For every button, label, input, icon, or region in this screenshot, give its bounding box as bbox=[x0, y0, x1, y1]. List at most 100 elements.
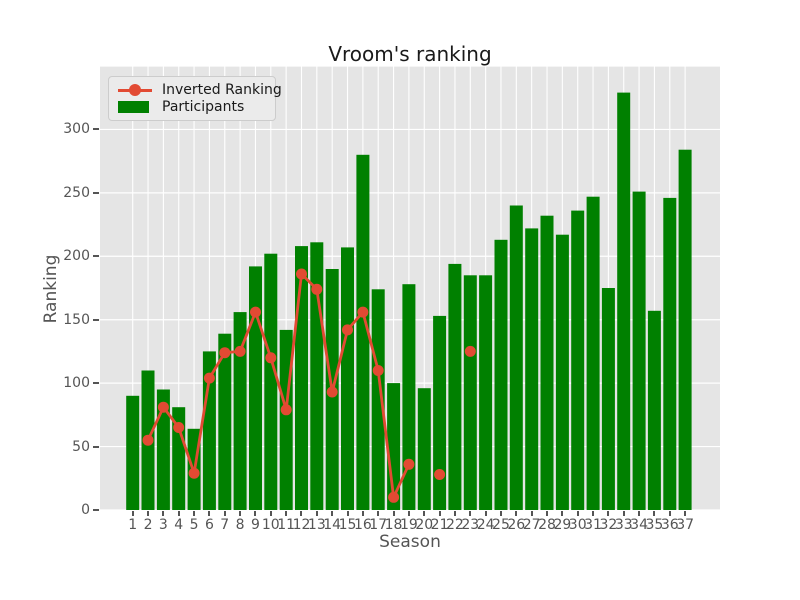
x-tick-3 bbox=[162, 511, 165, 516]
bar-season-15 bbox=[341, 247, 354, 510]
x-tick-26 bbox=[515, 511, 518, 516]
x-tick-label-12: 12 bbox=[292, 517, 311, 533]
bar-season-22 bbox=[448, 263, 462, 510]
bar-season-31 bbox=[586, 196, 600, 510]
x-tick-label-9: 9 bbox=[250, 517, 260, 533]
x-tick-30 bbox=[576, 511, 579, 516]
x-tick-label-3: 3 bbox=[158, 517, 168, 533]
x-tick-label-25: 25 bbox=[492, 517, 510, 533]
x-tick-27 bbox=[530, 511, 533, 516]
x-tick-label-19: 19 bbox=[399, 517, 418, 533]
bar-season-17 bbox=[371, 289, 385, 510]
x-tick-20 bbox=[423, 511, 426, 516]
bar-season-27 bbox=[525, 228, 539, 510]
x-tick-label-8: 8 bbox=[235, 517, 245, 533]
bar-season-30 bbox=[571, 210, 585, 510]
x-tick-1 bbox=[131, 511, 134, 516]
x-tick-label-6: 6 bbox=[204, 517, 214, 533]
x-tick-24 bbox=[484, 511, 487, 516]
x-tick-label-13: 13 bbox=[307, 517, 326, 533]
y-tick-label-300: 300 bbox=[63, 121, 90, 138]
inverted-ranking-point-5 bbox=[188, 467, 200, 479]
legend: Inverted Ranking Participants bbox=[108, 76, 282, 121]
x-tick-19 bbox=[407, 511, 410, 516]
x-tick-23 bbox=[469, 511, 472, 516]
x-tick-34 bbox=[638, 511, 641, 516]
x-tick-label-23: 23 bbox=[461, 517, 480, 533]
bar-season-18 bbox=[387, 383, 401, 510]
chart-title: Vroom's ranking bbox=[328, 42, 492, 66]
x-tick-label-32: 32 bbox=[599, 517, 618, 533]
bar-season-23 bbox=[463, 275, 477, 510]
bar-season-26 bbox=[509, 205, 523, 510]
x-tick-37 bbox=[684, 511, 687, 516]
inverted-ranking-point-7 bbox=[219, 347, 231, 359]
inverted-ranking-point-15 bbox=[342, 324, 353, 336]
inverted-ranking-point-17 bbox=[372, 365, 384, 376]
x-tick-29 bbox=[561, 511, 564, 516]
inverted-ranking-point-16 bbox=[357, 306, 369, 318]
inverted-ranking-point-9 bbox=[250, 306, 261, 318]
y-tick-label-150: 150 bbox=[63, 311, 90, 328]
legend-item-participants: Participants bbox=[117, 99, 267, 117]
x-tick-label-37: 37 bbox=[676, 517, 695, 533]
x-tick-14 bbox=[331, 511, 334, 516]
bar-season-9 bbox=[249, 266, 262, 510]
inverted-ranking-point-3 bbox=[157, 401, 169, 413]
bar-season-37 bbox=[678, 149, 692, 510]
x-tick-9 bbox=[254, 511, 257, 516]
inverted-ranking-point-18 bbox=[388, 491, 400, 503]
bar-season-28 bbox=[540, 215, 554, 510]
legend-label-inverted-ranking: Inverted Ranking bbox=[162, 81, 282, 98]
inverted-ranking-point-11 bbox=[280, 404, 292, 416]
x-tick-2 bbox=[147, 511, 150, 516]
bar-season-33 bbox=[617, 92, 631, 510]
x-tick-28 bbox=[546, 511, 548, 516]
x-tick-4 bbox=[177, 511, 180, 516]
x-tick-label-33: 33 bbox=[614, 517, 633, 533]
x-tick-label-28: 28 bbox=[538, 517, 556, 533]
x-tick-label-4: 4 bbox=[174, 517, 184, 533]
x-tick-label-29: 29 bbox=[553, 517, 572, 533]
inverted-ranking-point-2 bbox=[142, 434, 154, 446]
x-tick-label-14: 14 bbox=[323, 517, 342, 533]
x-tick-35 bbox=[653, 511, 656, 516]
y-tick-100 bbox=[93, 382, 99, 385]
x-tick-label-35: 35 bbox=[645, 517, 664, 533]
bar-season-7 bbox=[218, 333, 232, 510]
x-tick-label-18: 18 bbox=[384, 517, 403, 533]
bar-season-29 bbox=[555, 234, 569, 510]
x-tick-label-31: 31 bbox=[584, 517, 602, 533]
inverted-ranking-point-13 bbox=[311, 283, 323, 295]
x-tick-33 bbox=[622, 511, 625, 516]
y-tick-50 bbox=[93, 445, 99, 448]
x-tick-32 bbox=[607, 511, 610, 516]
x-tick-10 bbox=[269, 511, 272, 516]
x-tick-label-27: 27 bbox=[522, 517, 541, 533]
y-tick-200 bbox=[93, 255, 99, 258]
x-tick-18 bbox=[392, 511, 395, 516]
bar-season-6 bbox=[202, 351, 216, 510]
x-tick-21 bbox=[438, 511, 441, 516]
y-tick-label-250: 250 bbox=[63, 184, 90, 201]
inverted-ranking-point-19 bbox=[403, 458, 415, 470]
x-tick-label-30: 30 bbox=[568, 517, 587, 533]
x-tick-label-2: 2 bbox=[143, 517, 153, 533]
bar-season-3 bbox=[156, 389, 170, 510]
x-tick-12 bbox=[300, 511, 303, 516]
x-tick-22 bbox=[453, 511, 456, 516]
y-tick-label-50: 50 bbox=[72, 438, 90, 455]
x-tick-label-11: 11 bbox=[277, 517, 296, 533]
x-tick-16 bbox=[361, 511, 364, 516]
bar-season-35 bbox=[647, 310, 661, 510]
y-tick-label-100: 100 bbox=[63, 375, 90, 392]
bar-season-4 bbox=[172, 407, 186, 510]
legend-label-participants: Participants bbox=[162, 99, 245, 116]
y-tick-300 bbox=[93, 128, 99, 131]
bar-season-19 bbox=[402, 284, 416, 510]
chart-canvas bbox=[100, 66, 720, 510]
bar-season-16 bbox=[356, 154, 370, 510]
bar-season-10 bbox=[264, 253, 278, 510]
bar-season-34 bbox=[632, 191, 646, 510]
